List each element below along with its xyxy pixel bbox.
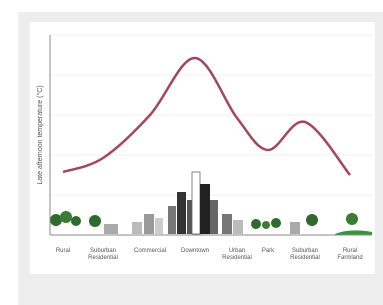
y-axis-label: Late afternoon temperature (°C) bbox=[36, 85, 44, 184]
chart-area bbox=[30, 22, 375, 274]
x-tick-label: Park bbox=[262, 248, 275, 254]
screenshot: Late afternoon temperature (°C) Rural Sub… bbox=[0, 0, 383, 305]
x-tick-label: Rural bbox=[56, 248, 70, 254]
x-tick-label: Commercial bbox=[134, 248, 166, 254]
x-tick-label: Downtown bbox=[181, 248, 209, 254]
